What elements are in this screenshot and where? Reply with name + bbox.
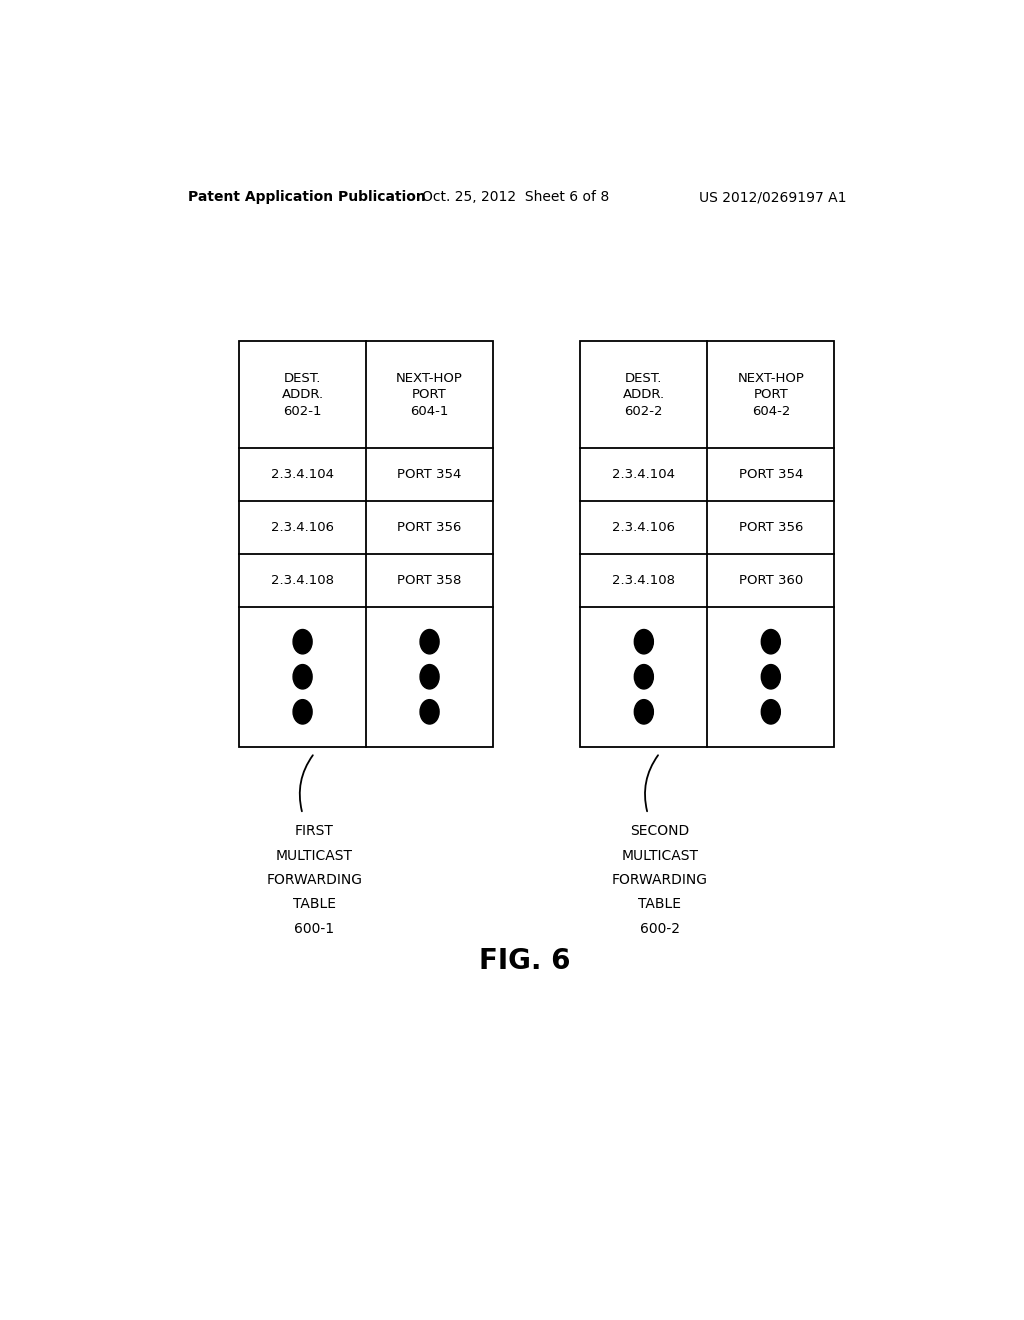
- Text: 600-2: 600-2: [640, 921, 680, 936]
- Circle shape: [293, 630, 312, 653]
- Text: PORT 356: PORT 356: [738, 521, 803, 533]
- Text: 2.3.4.106: 2.3.4.106: [271, 521, 334, 533]
- Text: PORT 356: PORT 356: [397, 521, 462, 533]
- Circle shape: [634, 700, 653, 725]
- Text: Patent Application Publication: Patent Application Publication: [187, 190, 425, 205]
- Text: 2.3.4.106: 2.3.4.106: [612, 521, 676, 533]
- Text: DEST.
ADDR.
602-2: DEST. ADDR. 602-2: [623, 372, 665, 417]
- Text: TABLE: TABLE: [638, 898, 681, 911]
- Text: PORT 354: PORT 354: [397, 469, 462, 480]
- Text: 2.3.4.108: 2.3.4.108: [612, 574, 676, 586]
- Text: FORWARDING: FORWARDING: [266, 873, 362, 887]
- Text: FIRST: FIRST: [295, 824, 334, 838]
- Text: MULTICAST: MULTICAST: [276, 849, 353, 862]
- Text: DEST.
ADDR.
602-1: DEST. ADDR. 602-1: [282, 372, 324, 417]
- Circle shape: [634, 630, 653, 653]
- Circle shape: [420, 630, 439, 653]
- Text: PORT 354: PORT 354: [738, 469, 803, 480]
- Bar: [581, 342, 835, 747]
- Text: 2.3.4.108: 2.3.4.108: [271, 574, 334, 586]
- Text: TABLE: TABLE: [293, 898, 336, 911]
- Circle shape: [761, 630, 780, 653]
- Circle shape: [420, 664, 439, 689]
- Text: FORWARDING: FORWARDING: [611, 873, 708, 887]
- Text: NEXT-HOP
PORT
604-1: NEXT-HOP PORT 604-1: [396, 372, 463, 417]
- Text: 2.3.4.104: 2.3.4.104: [612, 469, 676, 480]
- Text: 600-1: 600-1: [295, 921, 335, 936]
- Text: SECOND: SECOND: [630, 824, 689, 838]
- Text: NEXT-HOP
PORT
604-2: NEXT-HOP PORT 604-2: [737, 372, 804, 417]
- Circle shape: [293, 700, 312, 725]
- Text: FIG. 6: FIG. 6: [479, 948, 570, 975]
- Circle shape: [761, 700, 780, 725]
- Circle shape: [634, 664, 653, 689]
- Text: US 2012/0269197 A1: US 2012/0269197 A1: [699, 190, 847, 205]
- Circle shape: [293, 664, 312, 689]
- Text: 2.3.4.104: 2.3.4.104: [271, 469, 334, 480]
- Circle shape: [420, 700, 439, 725]
- Text: PORT 358: PORT 358: [397, 574, 462, 586]
- Text: PORT 360: PORT 360: [738, 574, 803, 586]
- Text: MULTICAST: MULTICAST: [622, 849, 698, 862]
- Text: Oct. 25, 2012  Sheet 6 of 8: Oct. 25, 2012 Sheet 6 of 8: [422, 190, 609, 205]
- Bar: [240, 342, 494, 747]
- Circle shape: [761, 664, 780, 689]
